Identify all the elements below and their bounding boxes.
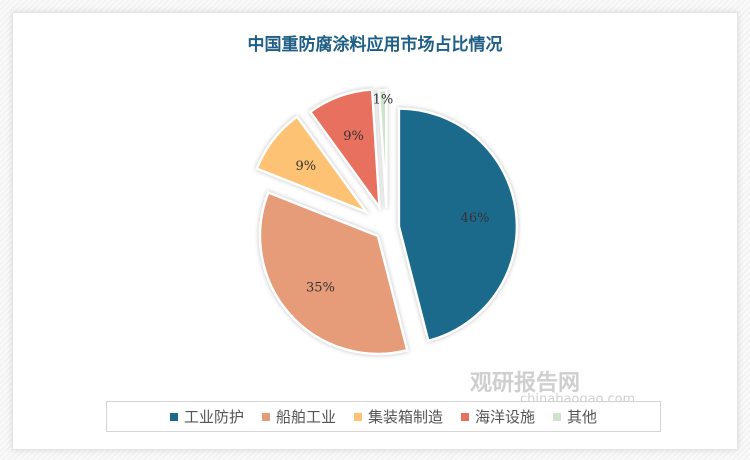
legend-swatch bbox=[553, 412, 562, 421]
legend-item: 其他 bbox=[553, 406, 597, 427]
data-label: 35% bbox=[306, 281, 335, 296]
legend-swatch bbox=[461, 412, 469, 421]
data-label: 9% bbox=[343, 129, 364, 144]
legend-swatch bbox=[261, 412, 270, 421]
legend-label: 海洋设施 bbox=[475, 408, 536, 426]
legend-label: 集装箱制造 bbox=[367, 408, 443, 426]
chart-title: 中国重防腐涂料应用市场占比情况 bbox=[247, 35, 503, 55]
pie-slice-1 bbox=[258, 190, 409, 356]
legend: 工业防护 船舶工业 集装箱制造 海洋设施 其他 bbox=[106, 401, 661, 432]
legend-swatch bbox=[169, 412, 178, 421]
pie-slice-2 bbox=[255, 114, 370, 215]
legend-label: 其他 bbox=[567, 408, 598, 426]
legend-item: 集装箱制造 bbox=[353, 406, 443, 427]
data-label: 9% bbox=[296, 159, 317, 174]
data-label: 46% bbox=[461, 211, 490, 226]
pie-slice-0 bbox=[397, 107, 519, 343]
watermark-logo: 观研报告网 bbox=[470, 371, 581, 396]
legend-item: 海洋设施 bbox=[461, 406, 535, 427]
legend-swatch bbox=[353, 412, 362, 421]
legend-item: 船舶工业 bbox=[261, 406, 336, 427]
legend-label: 工业防护 bbox=[183, 408, 244, 426]
legend-item: 工业防护 bbox=[169, 406, 244, 427]
legend-label: 船舶工业 bbox=[275, 408, 336, 426]
chart-panel bbox=[12, 12, 738, 450]
pie-slice-3 bbox=[308, 88, 382, 212]
data-label: 1% bbox=[373, 92, 394, 107]
pie-slice-4 bbox=[377, 88, 388, 209]
